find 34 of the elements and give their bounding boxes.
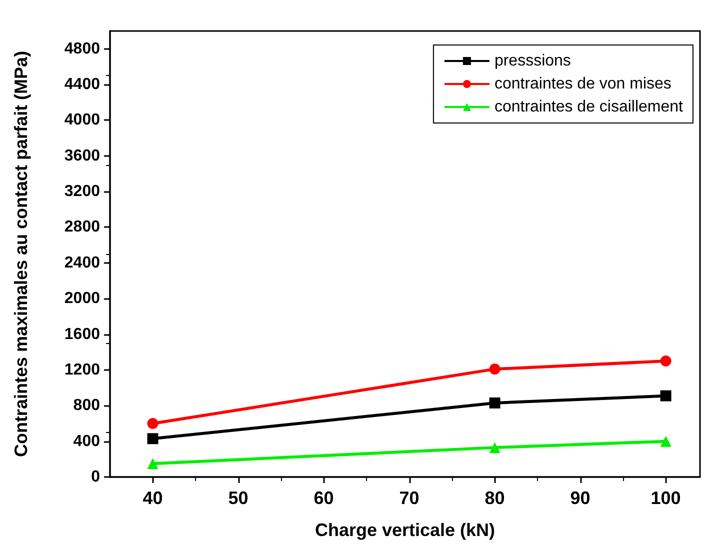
x-tick-label: 60: [314, 488, 334, 508]
x-axis-title: Charge verticale (kN): [314, 520, 496, 540]
y-tick-label: 4400: [64, 76, 100, 94]
point: [660, 436, 672, 447]
y-tick-label: 400: [73, 432, 100, 450]
legend-label: contraintes de cisaillement: [494, 98, 684, 116]
y-tick-label: 800: [73, 397, 100, 414]
point: [147, 458, 158, 470]
y-tick-label: 2400: [64, 254, 100, 272]
y-tick-label: 2800: [64, 218, 100, 236]
point: [147, 433, 158, 444]
point: [660, 390, 672, 402]
y-tick-label: 3600: [64, 147, 100, 164]
y-tick-label: 0: [91, 468, 100, 486]
point: [489, 397, 500, 408]
x-tick-label: 40: [142, 488, 163, 508]
x-tick-label: 100: [650, 488, 681, 508]
y-tick-label: 3200: [64, 183, 100, 200]
y-tick-label: 1600: [64, 326, 100, 343]
point: [660, 356, 672, 367]
x-tick-label: 70: [399, 488, 420, 508]
x-tick-label: 90: [570, 488, 590, 508]
y-tick-label: 4000: [64, 112, 100, 129]
legend-label: presssions: [494, 52, 571, 70]
x-tick-label: 80: [484, 488, 505, 508]
x-tick-label: 50: [228, 488, 248, 508]
y-tick-label: 4800: [64, 40, 100, 58]
point: [147, 418, 158, 429]
y-tick-label: 2000: [64, 290, 100, 308]
legend-label: contraintes de von mises: [494, 76, 672, 92]
point: [489, 364, 500, 375]
point: [489, 442, 500, 454]
y-axis-title: Contraintes maximales au contact parfait (MPa): [11, 50, 31, 458]
y-tick-label: 1200: [64, 361, 100, 378]
